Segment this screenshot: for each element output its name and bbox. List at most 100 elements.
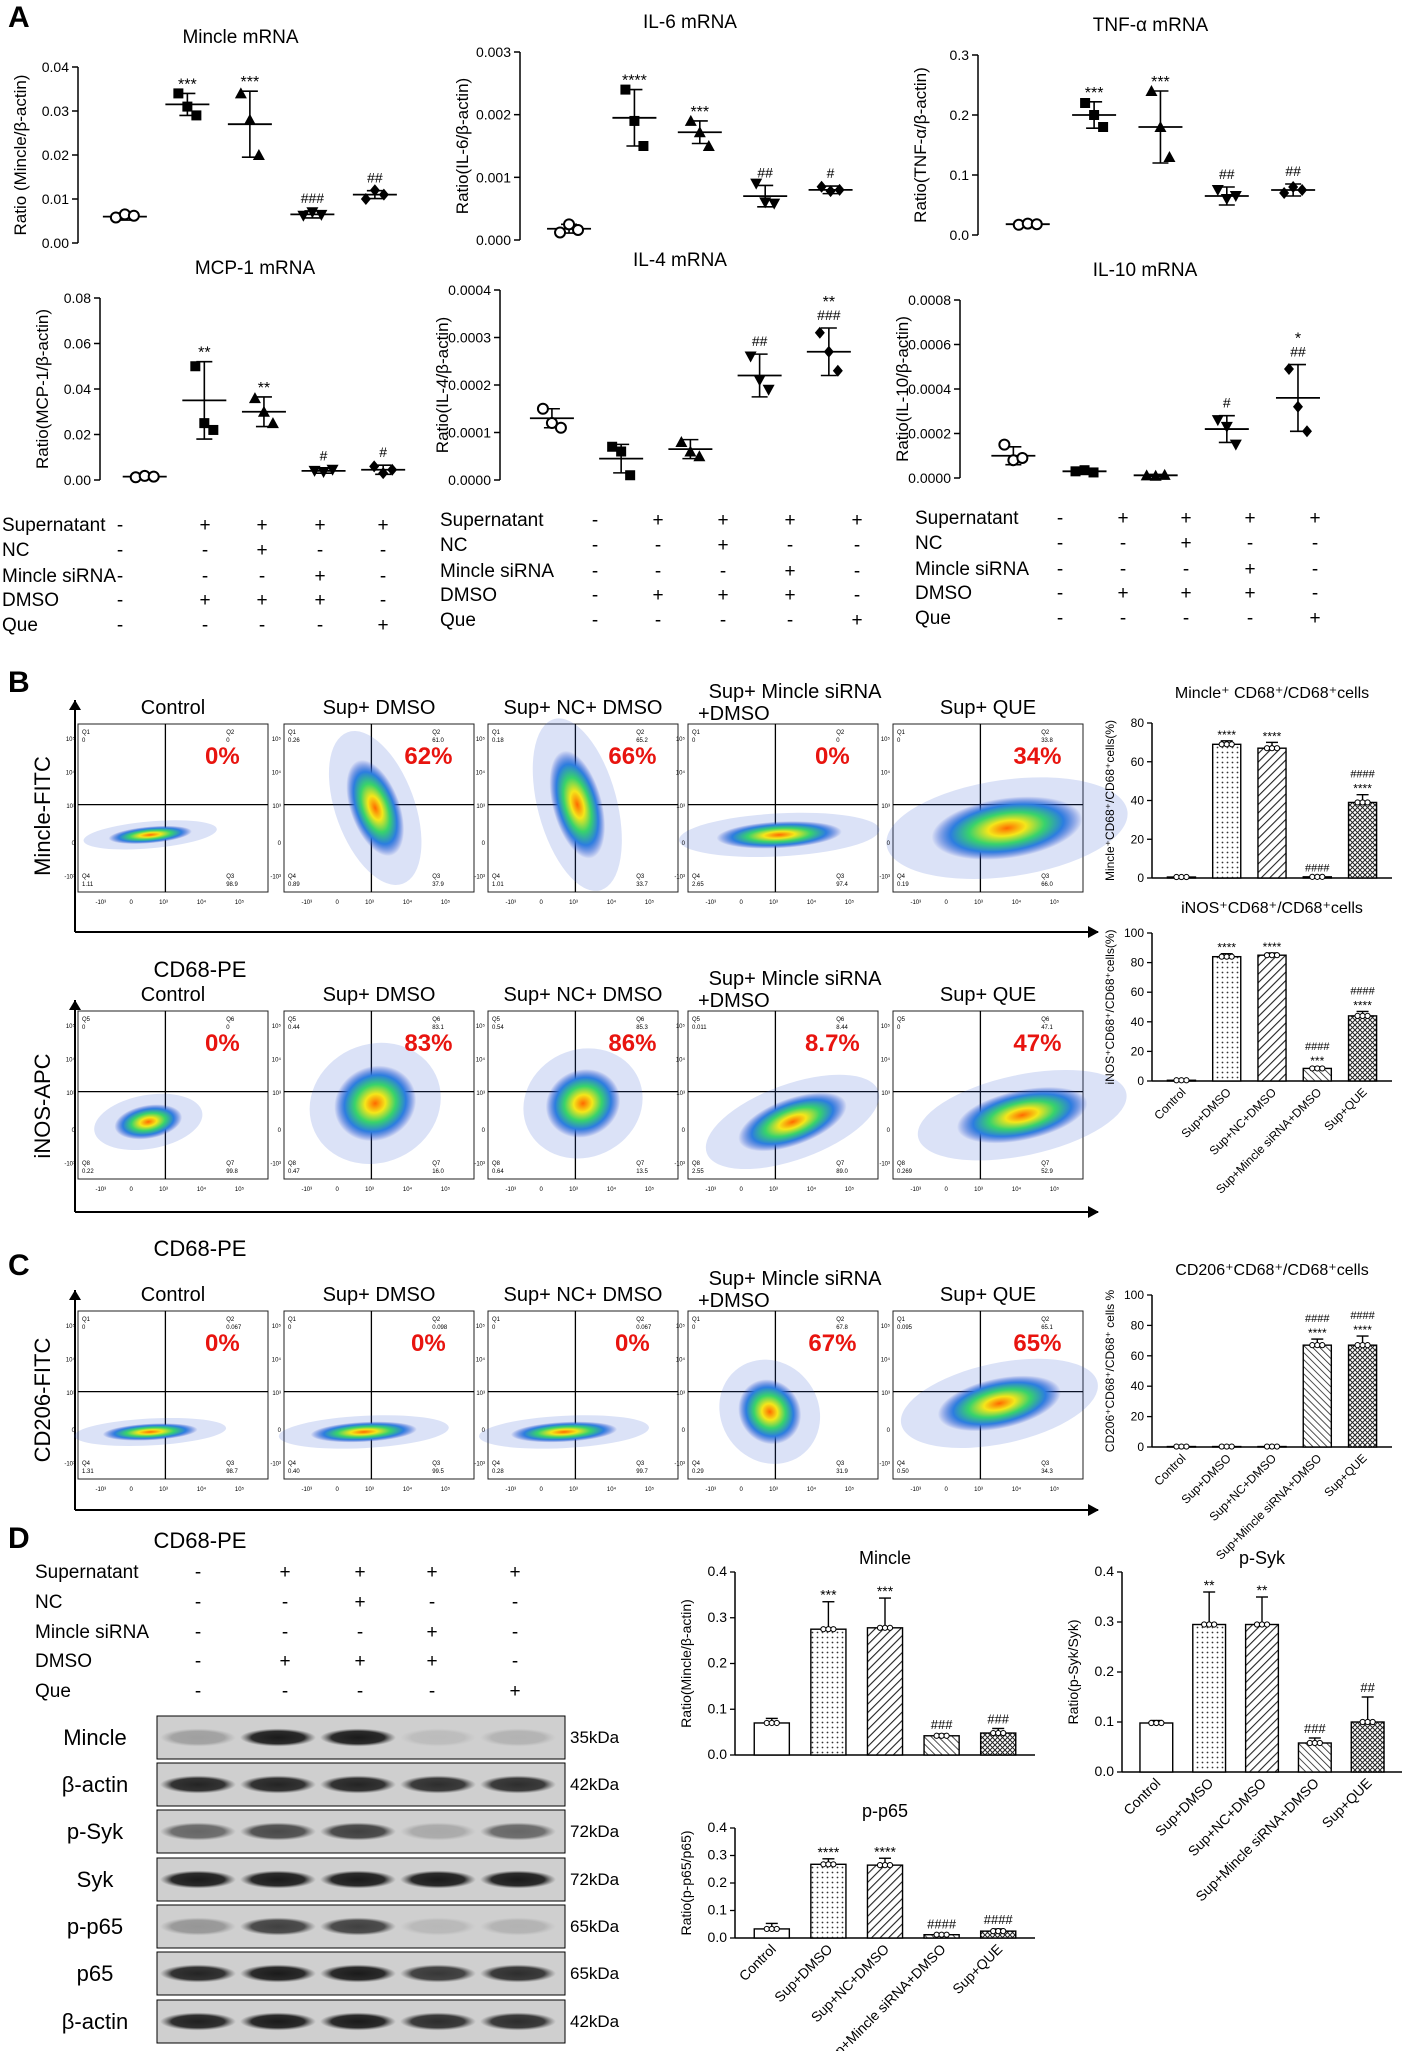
quadrant-value: 47.1: [1041, 1025, 1053, 1031]
data-point: [234, 87, 247, 99]
panel-letter-c: C: [8, 1249, 30, 1282]
x-category-label: Sup+QUE: [1319, 1775, 1375, 1831]
data-point: [147, 470, 160, 483]
data-point: [1089, 110, 1100, 120]
data-point: [1158, 1719, 1165, 1727]
data-point: [886, 1862, 894, 1869]
chart-title: IL-10 mRNA: [1093, 260, 1198, 281]
condition-sign: -: [1312, 583, 1318, 604]
condition-sign: +: [1309, 608, 1320, 629]
significance-hash: ##: [752, 333, 768, 349]
y-tick-label: 10⁴: [272, 769, 282, 776]
blot-band: [480, 1870, 556, 1889]
mincle-flow-plot-3: Sup+ NC+ DMSO Q1 0.18 Q2 65.2 Q4 1.01 Q3 33.7 66%…: [474, 697, 679, 906]
x-tick-label: 0: [740, 1187, 744, 1193]
y-tick-label: 10³: [66, 1091, 75, 1097]
significance-star: ***: [241, 74, 260, 91]
event-density-cloud: [738, 1092, 847, 1152]
data-point: [814, 326, 825, 339]
x-tick-label: 0: [336, 1487, 340, 1493]
plot-frame: [283, 1310, 475, 1480]
significance-star: ***: [1151, 74, 1170, 91]
quadrant-id: Q3: [226, 874, 235, 880]
data-point: [243, 113, 256, 125]
x-tick-label: 10⁵: [645, 899, 655, 906]
data-point: [684, 445, 697, 457]
y-tick-label: -10³: [474, 1462, 485, 1468]
positive-percentage: 62%: [404, 743, 452, 770]
quadrant-value: 0: [82, 738, 86, 744]
quadrant-id: Q1: [492, 730, 501, 736]
y-tick-label: 0: [482, 841, 486, 847]
quadrant-value: 2.65: [692, 882, 704, 888]
quadrant-value: 0.26: [288, 738, 300, 744]
condition-sign: -: [259, 566, 265, 587]
inos-flow-plot-2: Sup+ DMSO Q5 0.44 Q6 83.1 Q8 0.47 Q7 16.0 83% -10³…: [270, 984, 475, 1193]
condition-sign: -: [317, 540, 323, 561]
y-tick-label: 10⁴: [66, 769, 76, 776]
panel-letter-d: D: [8, 1522, 30, 1555]
data-point: [536, 402, 549, 415]
flow-cytometry-panels: Mincle-FITCCD68-PEControlQ10Q20Q41.11Q39…: [30, 681, 1128, 1553]
significance-star: **: [258, 380, 270, 397]
y-tick-label: 0.4: [1095, 1563, 1115, 1579]
quadrant-value: 0: [692, 738, 696, 744]
y-tick-label: 0.0001: [448, 425, 491, 441]
data-point: [190, 361, 201, 372]
y-tick-label: 0.0004: [908, 381, 951, 397]
bar: [1257, 747, 1287, 879]
data-point: [1314, 1342, 1321, 1349]
y-tick-label: 0.0: [950, 227, 970, 243]
y-tick-label: 0.003: [476, 44, 511, 60]
condition-sign: +: [509, 1562, 520, 1583]
significance-hash: ###: [1304, 1721, 1326, 1736]
y-tick-label: -10³: [879, 875, 890, 881]
flow-plot-title: Sup+ Mincle siRNA: [709, 1268, 883, 1290]
x-tick-label: 10³: [974, 1487, 983, 1493]
data-point: [1263, 745, 1271, 752]
quadrant-value: 13.5: [636, 1169, 648, 1175]
data-point: [1000, 1928, 1007, 1935]
positive-percentage: 0%: [205, 1330, 240, 1357]
x-tick-label: 10⁵: [845, 1186, 855, 1193]
data-point: [995, 1928, 1002, 1935]
bar: [1192, 1623, 1227, 1773]
bar: [1347, 1344, 1378, 1448]
bar: [1302, 1344, 1333, 1448]
y-tick-label: -10³: [64, 1162, 75, 1168]
event-density-cloud: [931, 796, 1083, 860]
x-tick-label: 0: [945, 900, 949, 906]
y-tick-label: 0: [278, 1428, 282, 1434]
event-density-cloud: [108, 825, 192, 845]
row-x-arrow: [1088, 926, 1099, 938]
mincle-flow-row: Mincle-FITC CD68-PE Control Q1 0 Q2 0 Q4 1.11 Q3 9…: [30, 681, 1128, 982]
x-tick-label: 10⁴: [607, 899, 617, 906]
blot-kda-label: 72kDa: [570, 1822, 620, 1841]
condition-sign: +: [652, 585, 663, 606]
quadrant-id: Q8: [492, 1161, 501, 1167]
data-point: [1211, 1621, 1218, 1628]
blot-band: [320, 1964, 396, 1983]
chart-title: MCP-1 mRNA: [195, 258, 316, 279]
quadrant-value: 0.50: [897, 1469, 909, 1475]
y-tick-label: 10³: [881, 804, 890, 810]
blot-band: [320, 1775, 396, 1794]
quadrant-value: 85.3: [636, 1025, 648, 1031]
blot-protein-label: Mincle: [63, 1725, 127, 1750]
blot-band: [400, 2012, 476, 2031]
y-tick-label: 10³: [676, 804, 685, 810]
quadrant-id: Q7: [636, 1161, 645, 1167]
y-tick-label: 0.0002: [908, 426, 951, 442]
data-point: [763, 1925, 770, 1933]
data-point: [1273, 745, 1281, 752]
x-tick-label: 10³: [569, 1187, 578, 1193]
quadrant-id: Q2: [636, 1317, 645, 1323]
data-point: [1088, 467, 1099, 478]
quadrant-id: Q4: [897, 874, 906, 880]
y-tick-label: 0: [278, 841, 282, 847]
data-point: [1292, 400, 1303, 413]
y-tick-label: 40: [1131, 1379, 1145, 1393]
quadrant-value: 89.0: [836, 1169, 848, 1175]
blot-row-1: Mincle 35kDa: [63, 1715, 620, 1760]
data-point: [1273, 952, 1281, 959]
